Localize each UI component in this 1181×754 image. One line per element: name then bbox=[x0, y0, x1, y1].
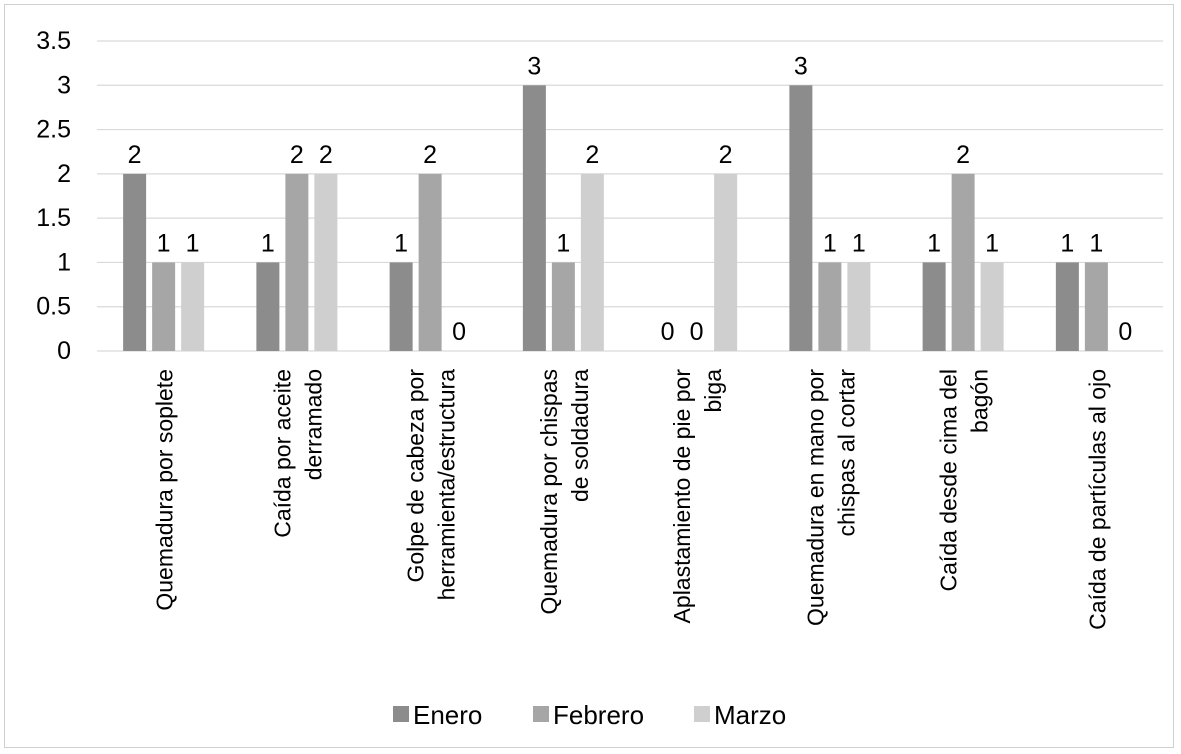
legend-swatch bbox=[694, 706, 710, 722]
data-label: 1 bbox=[852, 229, 866, 257]
data-label: 1 bbox=[157, 229, 171, 257]
bar-marzo bbox=[847, 262, 871, 351]
x-tick-label: Quemadura en mano por chispas al cortar bbox=[802, 369, 859, 626]
bar-marzo bbox=[980, 262, 1004, 351]
x-axis-ticks: Quemadura por soplete Caída por aceite der… bbox=[152, 369, 1111, 630]
y-tick-label: 0 bbox=[57, 337, 71, 365]
bar-febrero bbox=[285, 173, 309, 351]
y-tick-label: 3 bbox=[57, 71, 71, 99]
x-tick-label-line: Quemadura por chispas bbox=[536, 369, 562, 614]
bar-febrero bbox=[418, 173, 442, 351]
y-tick-label: 2.5 bbox=[36, 116, 71, 144]
legend: Enero Febrero Marzo bbox=[393, 700, 786, 730]
bar-febrero bbox=[1084, 262, 1108, 351]
y-tick-label: 1 bbox=[57, 248, 71, 276]
x-tick-label-line: herramienta/estructura bbox=[434, 369, 460, 601]
legend-label: Febrero bbox=[553, 700, 644, 730]
bars bbox=[123, 85, 1108, 352]
x-tick-label-line: bagón bbox=[967, 369, 993, 433]
bar-marzo bbox=[714, 173, 738, 351]
bar-febrero bbox=[818, 262, 842, 351]
legend-swatch bbox=[533, 706, 549, 722]
legend-label: Enero bbox=[413, 700, 482, 730]
data-label: 0 bbox=[661, 318, 675, 346]
data-label: 2 bbox=[423, 141, 437, 169]
bar-febrero bbox=[551, 262, 575, 351]
bar-enero bbox=[522, 85, 546, 352]
bar-febrero bbox=[152, 262, 176, 351]
x-tick-label-line: Aplastamiento de pie por bbox=[669, 369, 695, 624]
y-tick-label: 0.5 bbox=[36, 293, 71, 321]
data-label: 0 bbox=[690, 318, 704, 346]
bar-marzo bbox=[314, 173, 338, 351]
data-label: 2 bbox=[128, 141, 142, 169]
x-tick-label-line: Quemadura en mano por bbox=[802, 369, 828, 626]
x-tick-label-line: Golpe de cabeza por bbox=[403, 369, 429, 583]
data-label: 0 bbox=[452, 318, 466, 346]
data-label: 1 bbox=[823, 229, 837, 257]
data-label: 2 bbox=[956, 141, 970, 169]
bar-enero bbox=[1055, 262, 1079, 351]
data-label: 3 bbox=[527, 52, 541, 80]
data-label: 2 bbox=[319, 141, 333, 169]
data-label: 1 bbox=[1060, 229, 1074, 257]
data-label: 2 bbox=[719, 141, 733, 169]
bar-enero bbox=[922, 262, 946, 351]
data-label: 1 bbox=[394, 229, 408, 257]
x-tick-label: Golpe de cabeza por herramienta/estructur… bbox=[403, 369, 460, 601]
bar-marzo bbox=[580, 173, 604, 351]
y-axis-ticks: 0 0.5 1 1.5 2 2.5 3 3.5 bbox=[36, 27, 71, 365]
chart-border bbox=[4, 4, 1174, 748]
data-label: 1 bbox=[556, 229, 570, 257]
x-tick-label-line: Caída de partículas al ojo bbox=[1084, 369, 1110, 630]
data-label: 0 bbox=[1118, 318, 1132, 346]
bar-marzo bbox=[181, 262, 205, 351]
x-tick-label-line: de soldadura bbox=[567, 369, 593, 502]
x-tick-label-line: biga bbox=[700, 369, 726, 413]
data-label: 1 bbox=[186, 229, 200, 257]
y-tick-label: 3.5 bbox=[36, 27, 71, 55]
x-tick-label-line: derramado bbox=[300, 369, 326, 480]
x-tick-label-line: chispas al cortar bbox=[833, 369, 859, 537]
data-label: 1 bbox=[261, 229, 275, 257]
x-tick-label: Caída por aceite derramado bbox=[269, 369, 326, 538]
x-tick-label: Aplastamiento de pie por biga bbox=[669, 369, 726, 624]
x-tick-label: Caída de partículas al ojo bbox=[1084, 369, 1110, 630]
bar-enero bbox=[256, 262, 280, 351]
bar-enero bbox=[789, 85, 813, 352]
data-label: 3 bbox=[794, 52, 808, 80]
legend-swatch bbox=[393, 706, 409, 722]
legend-label: Marzo bbox=[714, 700, 786, 730]
data-label: 1 bbox=[985, 229, 999, 257]
bar-enero bbox=[123, 173, 147, 351]
x-tick-label-line: Quemadura por soplete bbox=[152, 369, 178, 611]
x-tick-label: Quemadura por chispas de soldadura bbox=[536, 369, 593, 615]
data-label: 2 bbox=[290, 141, 304, 169]
x-tick-label-line: Caída desde cima del bbox=[936, 369, 962, 591]
bar-enero bbox=[389, 262, 413, 351]
data-label: 1 bbox=[927, 229, 941, 257]
x-tick-label-line: Caída por aceite bbox=[269, 369, 295, 538]
data-label: 1 bbox=[1089, 229, 1103, 257]
x-tick-label: Quemadura por soplete bbox=[152, 369, 178, 611]
bar-febrero bbox=[951, 173, 975, 351]
y-tick-label: 1.5 bbox=[36, 204, 71, 232]
y-tick-label: 2 bbox=[57, 160, 71, 188]
data-label: 2 bbox=[585, 141, 599, 169]
x-tick-label: Caída desde cima del bagón bbox=[936, 369, 993, 591]
